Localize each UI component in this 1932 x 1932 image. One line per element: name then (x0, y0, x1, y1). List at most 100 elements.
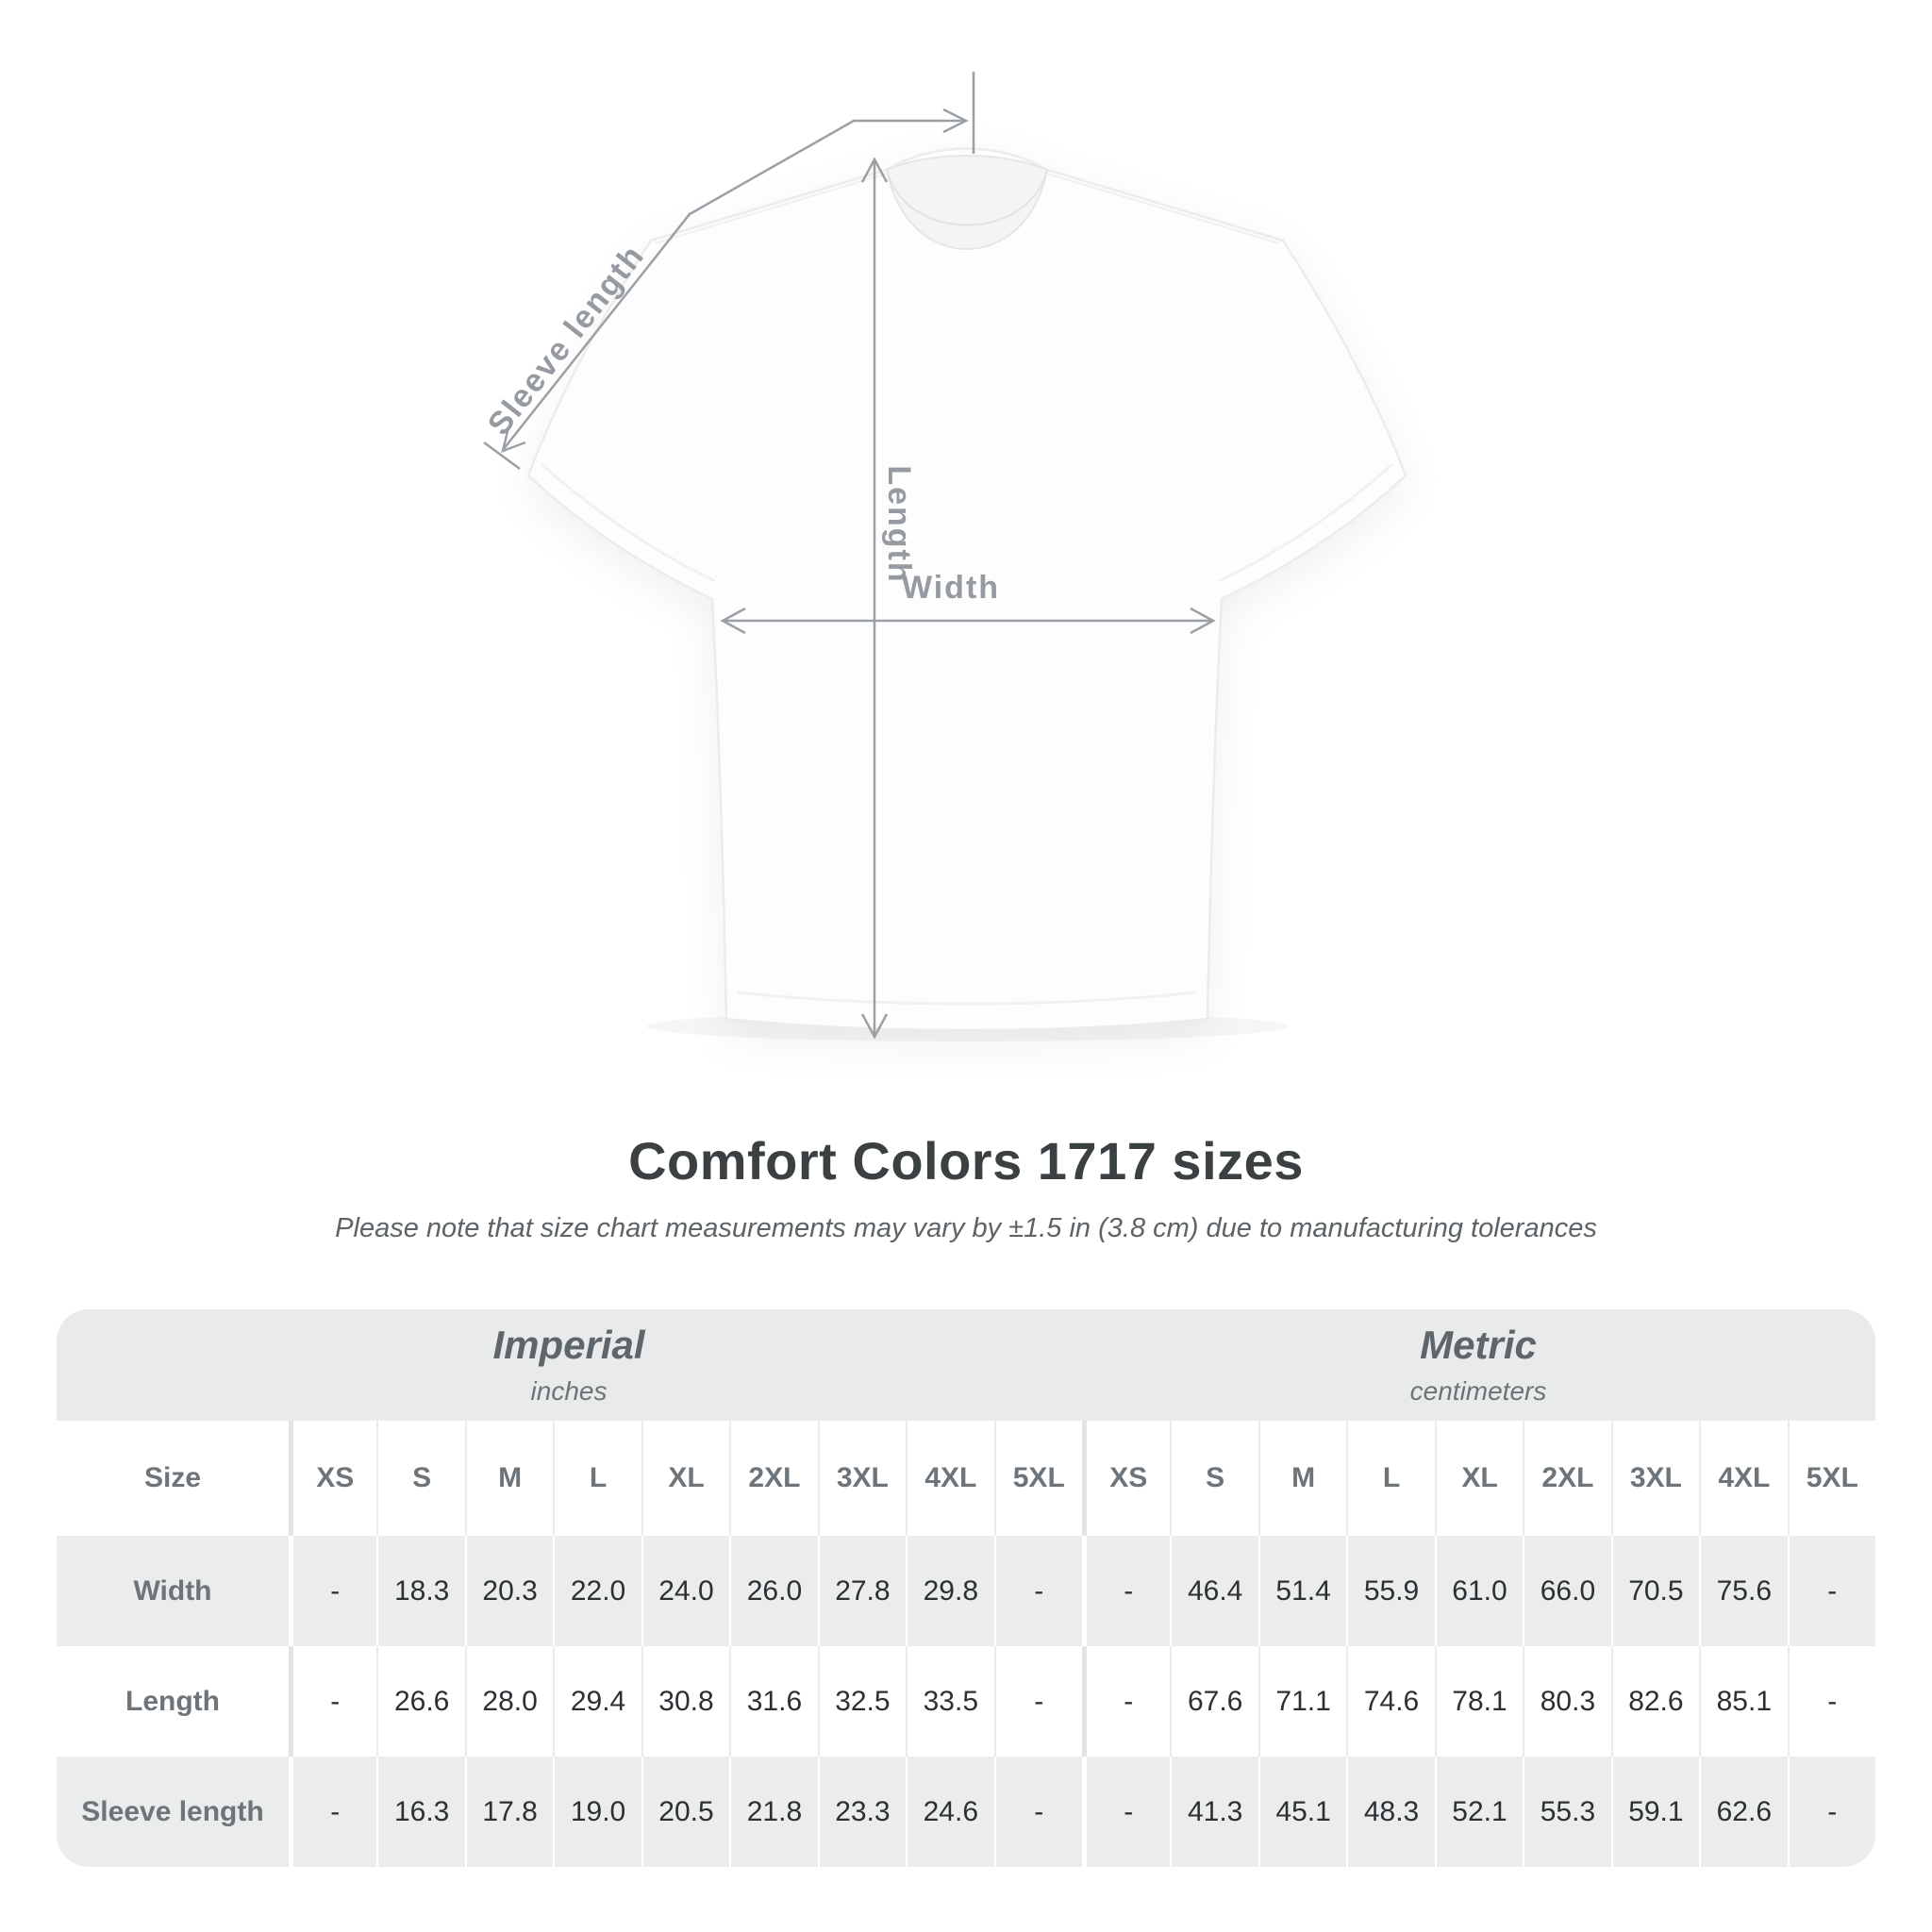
table-cell: 45.1 (1257, 1757, 1346, 1867)
table-cell: 75.6 (1699, 1536, 1787, 1646)
table-cell: 22.0 (553, 1536, 641, 1646)
table-cell: 33.5 (906, 1646, 993, 1757)
table-cell: 67.6 (1170, 1646, 1257, 1757)
col-header-imperial-m: M (464, 1421, 553, 1536)
table-cell: 59.1 (1610, 1757, 1699, 1867)
table-row: Length -26.6 28.0 29.4 30.8 31.6 32.5 33.5- -67.… (57, 1646, 1875, 1757)
table-cell: 16.3 (376, 1757, 464, 1867)
table-cell: 32.5 (817, 1646, 906, 1757)
col-header-imperial-xs: XS (289, 1421, 376, 1536)
page-subtitle: Please note that size chart measurements… (335, 1213, 1597, 1243)
table-cell: 82.6 (1610, 1646, 1699, 1757)
table-cell: - (1081, 1536, 1170, 1646)
table-cell: 30.8 (641, 1646, 729, 1757)
size-chart-table: Imperial inches Metric centimeters Size X… (57, 1309, 1875, 1867)
col-header-imperial-2xl: 2XL (729, 1421, 817, 1536)
table-cell: 55.3 (1523, 1757, 1610, 1867)
table-cell: 62.6 (1699, 1757, 1787, 1867)
table-cell: - (1081, 1646, 1170, 1757)
col-header-imperial-5xl: 5XL (993, 1421, 1082, 1536)
col-header-metric-m: M (1257, 1421, 1346, 1536)
table-cell: 26.0 (729, 1536, 817, 1646)
length-arrow (860, 157, 889, 1040)
table-cell: 41.3 (1170, 1757, 1257, 1867)
col-header-metric-5xl: 5XL (1787, 1421, 1875, 1536)
table-cell: 48.3 (1346, 1757, 1434, 1867)
column-header-row: Size XS S M L XL 2XL 3XL 4XL 5XL XS S M L XL 2XL 3XL 4XL 5… (57, 1421, 1875, 1536)
collar-ribbing (886, 169, 1048, 226)
col-header-metric-l: L (1346, 1421, 1434, 1536)
table-cell: - (289, 1536, 376, 1646)
shoulder-seam-right (1046, 173, 1280, 244)
tshirt-image (526, 147, 1407, 1032)
table-cell: 46.4 (1170, 1536, 1257, 1646)
col-header-imperial-xl: XL (641, 1421, 729, 1536)
imperial-section-header: Imperial inches (57, 1309, 1081, 1421)
imperial-label: Imperial (492, 1323, 645, 1367)
width-label: Width (902, 570, 1000, 606)
table-cell: - (289, 1757, 376, 1867)
col-header-metric-xl: XL (1434, 1421, 1523, 1536)
col-header-metric-4xl: 4XL (1699, 1421, 1787, 1536)
table-row: Width -18.3 20.3 22.0 24.0 26.0 27.8 29.8- -46.4… (57, 1536, 1875, 1646)
size-column-header: Size (143, 1462, 202, 1493)
table-cell: 28.0 (464, 1646, 553, 1757)
table-cell: 27.8 (817, 1536, 906, 1646)
table-cell: 19.0 (553, 1757, 641, 1867)
table-cell: - (1787, 1536, 1875, 1646)
table-cell: 66.0 (1523, 1536, 1610, 1646)
table-cell: 78.1 (1434, 1646, 1523, 1757)
table-cell: 21.8 (729, 1757, 817, 1867)
row-label: Length (125, 1685, 220, 1717)
tshirt-measurement-diagram: Sleeve length Length Width (481, 72, 1407, 1040)
col-header-metric-3xl: 3XL (1610, 1421, 1699, 1536)
table-cell: 18.3 (376, 1536, 464, 1646)
table-cell: 29.8 (906, 1536, 993, 1646)
table-cell: - (289, 1646, 376, 1757)
col-header-imperial-s: S (376, 1421, 464, 1536)
col-header-imperial-l: L (553, 1421, 641, 1536)
table-cell: - (993, 1536, 1082, 1646)
table-cell: 55.9 (1346, 1536, 1434, 1646)
metric-section-header: Metric centimeters (1081, 1309, 1875, 1421)
table-cell: - (993, 1646, 1082, 1757)
table-cell: - (993, 1757, 1082, 1867)
col-header-metric-2xl: 2XL (1523, 1421, 1610, 1536)
col-header-imperial-4xl: 4XL (906, 1421, 993, 1536)
table-row: Sleeve length -16.3 17.8 19.0 20.5 21.8 23.3 24… (57, 1757, 1875, 1867)
table-cell: 24.0 (641, 1536, 729, 1646)
tshirt-body (526, 147, 1407, 1032)
table-cell: - (1787, 1757, 1875, 1867)
table-cell: 85.1 (1699, 1646, 1787, 1757)
table-cell: 80.3 (1523, 1646, 1610, 1757)
table-cell: 24.6 (906, 1757, 993, 1867)
table-body: Width -18.3 20.3 22.0 24.0 26.0 27.8 29.8- -46.4… (57, 1536, 1875, 1867)
row-label: Sleeve length (81, 1795, 264, 1827)
table-cell: 29.4 (553, 1646, 641, 1757)
shoulder-seam-left (654, 173, 888, 244)
width-arrow (720, 607, 1216, 635)
table-cell: - (1081, 1757, 1170, 1867)
hem-stitch (737, 991, 1197, 1006)
table-cell: 20.5 (641, 1757, 729, 1867)
row-label: Width (133, 1574, 212, 1607)
table-cell: 70.5 (1610, 1536, 1699, 1646)
page-title: Comfort Colors 1717 sizes (628, 1131, 1304, 1191)
imperial-unit-label: inches (530, 1376, 608, 1406)
col-header-metric-s: S (1170, 1421, 1257, 1536)
sleeve-length-arrow (483, 72, 975, 471)
metric-label: Metric (1420, 1323, 1537, 1367)
table-cell: 23.3 (817, 1757, 906, 1867)
cuff-stitch-left (541, 462, 716, 583)
table-cell: 20.3 (464, 1536, 553, 1646)
metric-unit-label: centimeters (1409, 1376, 1547, 1406)
table-cell: 26.6 (376, 1646, 464, 1757)
cuff-stitch-right (1218, 462, 1393, 583)
collar-opening (885, 155, 1049, 250)
table-cell: 52.1 (1434, 1757, 1523, 1867)
col-header-metric-xs: XS (1081, 1421, 1170, 1536)
table-cell: 71.1 (1257, 1646, 1346, 1757)
table-cell: 74.6 (1346, 1646, 1434, 1757)
unit-header-band: Imperial inches Metric centimeters (57, 1309, 1875, 1421)
